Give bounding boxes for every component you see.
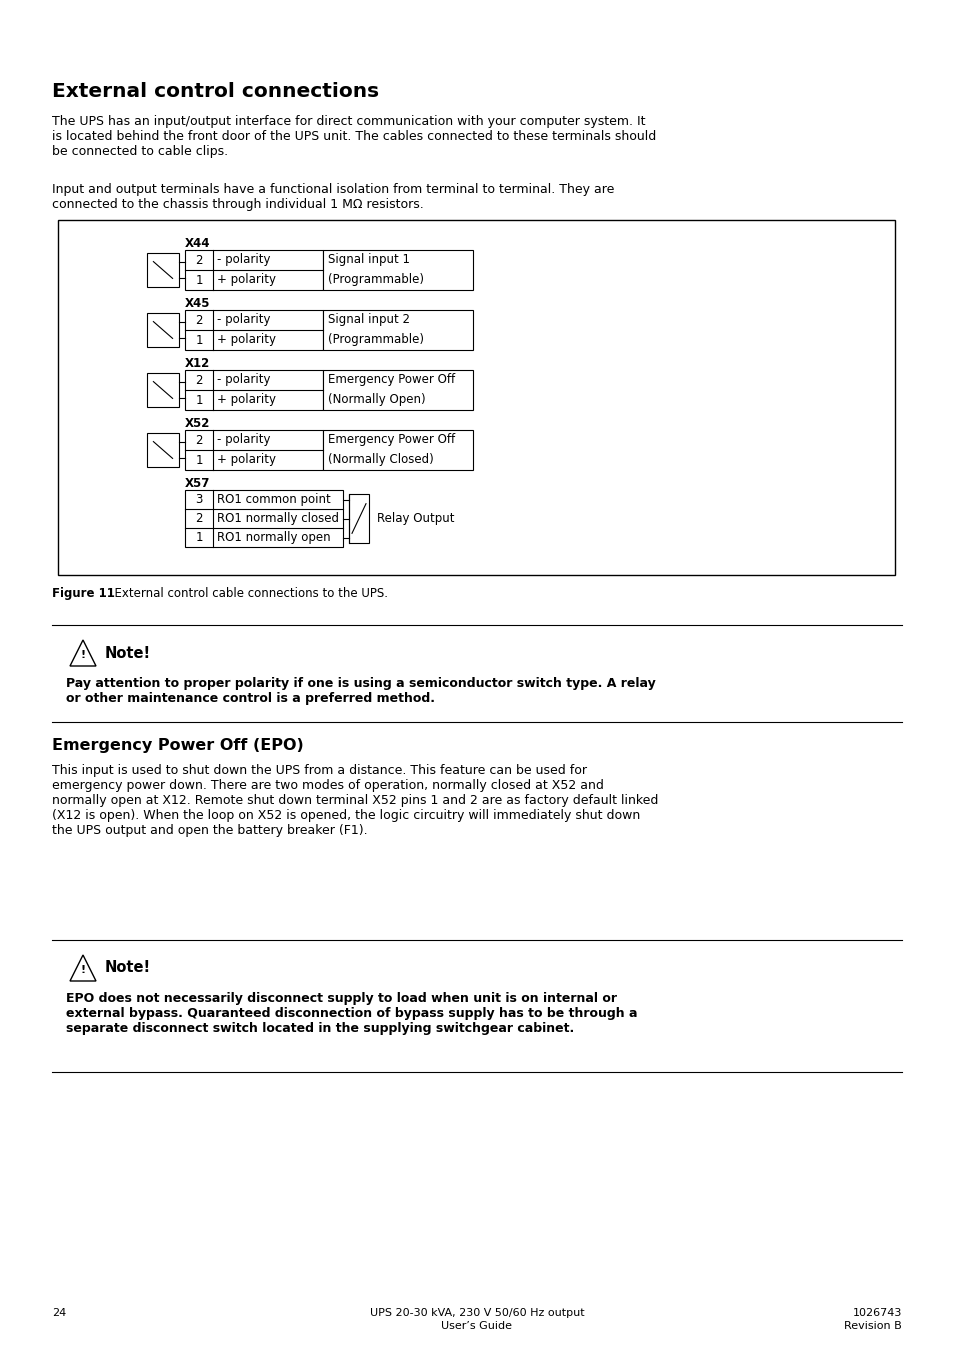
Text: Emergency Power Off (EPO): Emergency Power Off (EPO)	[52, 738, 303, 753]
Text: External control cable connections to the UPS.: External control cable connections to th…	[107, 587, 388, 599]
Text: 1: 1	[195, 274, 203, 286]
Text: Figure 11: Figure 11	[52, 587, 114, 599]
Text: 2: 2	[195, 512, 203, 525]
Text: or other maintenance control is a preferred method.: or other maintenance control is a prefer…	[66, 693, 435, 705]
Bar	[185, 310, 323, 350]
Text: RO1 normally open: RO1 normally open	[216, 531, 331, 544]
Text: Emergency Power Off: Emergency Power Off	[328, 374, 455, 386]
Text: Revision B: Revision B	[843, 1322, 901, 1331]
Text: Note!: Note!	[105, 960, 151, 976]
Text: This input is used to shut down the UPS from a distance. This feature can be use: This input is used to shut down the UPS …	[52, 764, 586, 778]
Text: 24: 24	[52, 1308, 66, 1318]
Bar	[147, 254, 179, 286]
Text: 2: 2	[195, 374, 203, 386]
Polygon shape	[70, 954, 96, 981]
Text: User’s Guide: User’s Guide	[441, 1322, 512, 1331]
Text: (X12 is open). When the loop on X52 is opened, the logic circuitry will immediat: (X12 is open). When the loop on X52 is o…	[52, 809, 639, 822]
Bar	[185, 370, 323, 410]
Text: + polarity: + polarity	[216, 393, 275, 406]
Bar	[323, 370, 473, 410]
Bar	[185, 431, 323, 470]
Text: X45: X45	[185, 297, 211, 310]
Text: separate disconnect switch located in the supplying switchgear cabinet.: separate disconnect switch located in th…	[66, 1022, 574, 1035]
Text: 1: 1	[195, 393, 203, 406]
Text: normally open at X12. Remote shut down terminal X52 pins 1 and 2 are as factory : normally open at X12. Remote shut down t…	[52, 794, 658, 807]
Text: X52: X52	[185, 417, 211, 431]
Text: !: !	[80, 649, 86, 660]
Text: be connected to cable clips.: be connected to cable clips.	[52, 144, 228, 158]
Text: 2: 2	[195, 313, 203, 327]
Text: (Programmable): (Programmable)	[328, 274, 423, 286]
Text: + polarity: + polarity	[216, 333, 275, 347]
Text: - polarity: - polarity	[216, 433, 271, 447]
Text: Note!: Note!	[105, 645, 151, 660]
Text: + polarity: + polarity	[216, 454, 275, 467]
Text: RO1 normally closed: RO1 normally closed	[216, 512, 338, 525]
Bar	[147, 373, 179, 406]
Text: 2: 2	[195, 254, 203, 266]
Text: EPO does not necessarily disconnect supply to load when unit is on internal or: EPO does not necessarily disconnect supp…	[66, 992, 617, 1004]
Text: - polarity: - polarity	[216, 254, 271, 266]
Text: Emergency Power Off: Emergency Power Off	[328, 433, 455, 447]
Text: - polarity: - polarity	[216, 313, 271, 327]
Text: RO1 common point: RO1 common point	[216, 493, 331, 506]
Bar	[323, 250, 473, 290]
Bar	[147, 313, 179, 347]
Text: UPS 20-30 kVA, 230 V 50/60 Hz output: UPS 20-30 kVA, 230 V 50/60 Hz output	[370, 1308, 583, 1318]
Text: (Normally Closed): (Normally Closed)	[328, 454, 434, 467]
Text: 1: 1	[195, 454, 203, 467]
Text: + polarity: + polarity	[216, 274, 275, 286]
Bar	[185, 490, 343, 547]
Text: Pay attention to proper polarity if one is using a semiconductor switch type. A : Pay attention to proper polarity if one …	[66, 676, 655, 690]
Text: Signal input 1: Signal input 1	[328, 254, 410, 266]
Text: X57: X57	[185, 477, 211, 490]
Bar	[323, 431, 473, 470]
Text: Relay Output: Relay Output	[376, 512, 454, 525]
Text: is located behind the front door of the UPS unit. The cables connected to these : is located behind the front door of the …	[52, 130, 656, 143]
Text: External control connections: External control connections	[52, 82, 378, 101]
Text: the UPS output and open the battery breaker (F1).: the UPS output and open the battery brea…	[52, 824, 367, 837]
Text: Input and output terminals have a functional isolation from terminal to terminal: Input and output terminals have a functi…	[52, 184, 614, 196]
Text: 1026743: 1026743	[852, 1308, 901, 1318]
Bar	[147, 433, 179, 467]
Text: connected to the chassis through individual 1 MΩ resistors.: connected to the chassis through individ…	[52, 198, 423, 211]
Bar	[185, 250, 323, 290]
Text: 1: 1	[195, 531, 203, 544]
Text: X44: X44	[185, 238, 211, 250]
Bar	[58, 220, 894, 575]
Text: emergency power down. There are two modes of operation, normally closed at X52 a: emergency power down. There are two mode…	[52, 779, 603, 792]
Text: (Normally Open): (Normally Open)	[328, 393, 425, 406]
Text: 3: 3	[195, 493, 202, 506]
Text: external bypass. Quaranteed disconnection of bypass supply has to be through a: external bypass. Quaranteed disconnectio…	[66, 1007, 637, 1021]
Text: 2: 2	[195, 433, 203, 447]
Polygon shape	[70, 640, 96, 666]
Text: The UPS has an input/output interface for direct communication with your compute: The UPS has an input/output interface fo…	[52, 115, 645, 128]
Text: - polarity: - polarity	[216, 374, 271, 386]
Text: 1: 1	[195, 333, 203, 347]
Bar	[323, 310, 473, 350]
Bar	[349, 494, 369, 543]
Text: X12: X12	[185, 356, 210, 370]
Text: !: !	[80, 965, 86, 975]
Text: Signal input 2: Signal input 2	[328, 313, 410, 327]
Text: (Programmable): (Programmable)	[328, 333, 423, 347]
